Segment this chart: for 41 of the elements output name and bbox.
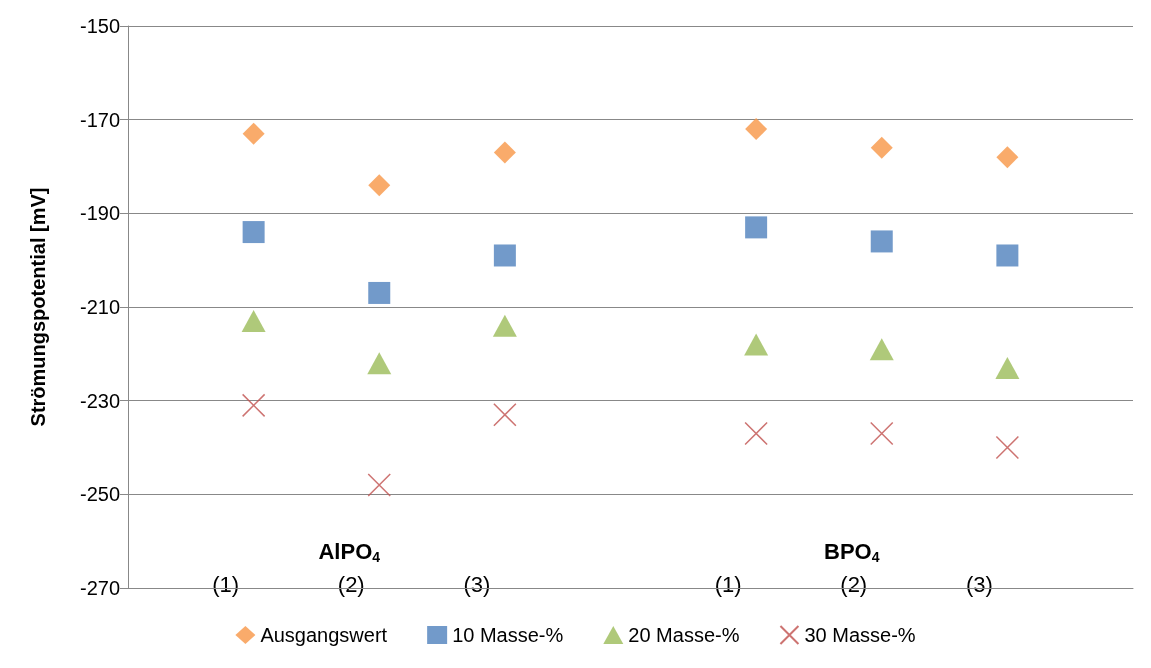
point (745, 118, 768, 141)
point (744, 333, 769, 356)
point (744, 421, 768, 446)
y-axis-title: Strömungspotential [mV] (27, 187, 49, 427)
point (869, 338, 894, 361)
annotation: (2) (840, 571, 868, 597)
y-tick-label: -150 (79, 15, 120, 37)
y-tick-label: -210 (79, 296, 120, 318)
legend-label: 10 Masse-% (452, 624, 564, 646)
point (242, 122, 265, 145)
y-tick-label: -250 (79, 483, 120, 506)
point (870, 136, 893, 159)
point (367, 352, 392, 375)
point (492, 314, 517, 337)
point (995, 435, 1020, 460)
point (241, 393, 266, 418)
annotation: (3) (965, 571, 993, 597)
point (241, 310, 266, 333)
point (493, 244, 516, 267)
point (870, 421, 894, 446)
legend-label: 30 Masse-% (804, 624, 916, 646)
y-tick-label: -230 (79, 389, 120, 412)
annotation: (1) (212, 571, 240, 597)
y-tick-label: -190 (79, 202, 120, 225)
point (493, 402, 517, 427)
annotation: (1) (714, 571, 742, 597)
y-tick-label: -270 (79, 577, 120, 599)
legend-label: Ausgangswert (260, 624, 388, 646)
y-tick-label: -170 (79, 108, 120, 131)
point (996, 244, 1019, 267)
point (493, 141, 516, 164)
point (368, 281, 391, 304)
point (745, 216, 768, 239)
point (368, 174, 391, 197)
point (242, 221, 265, 244)
point (870, 230, 893, 253)
annotation: (2) (337, 571, 365, 597)
legend-label: 20 Masse-% (628, 624, 740, 646)
point (995, 356, 1020, 379)
point (996, 146, 1019, 169)
point (367, 473, 391, 497)
